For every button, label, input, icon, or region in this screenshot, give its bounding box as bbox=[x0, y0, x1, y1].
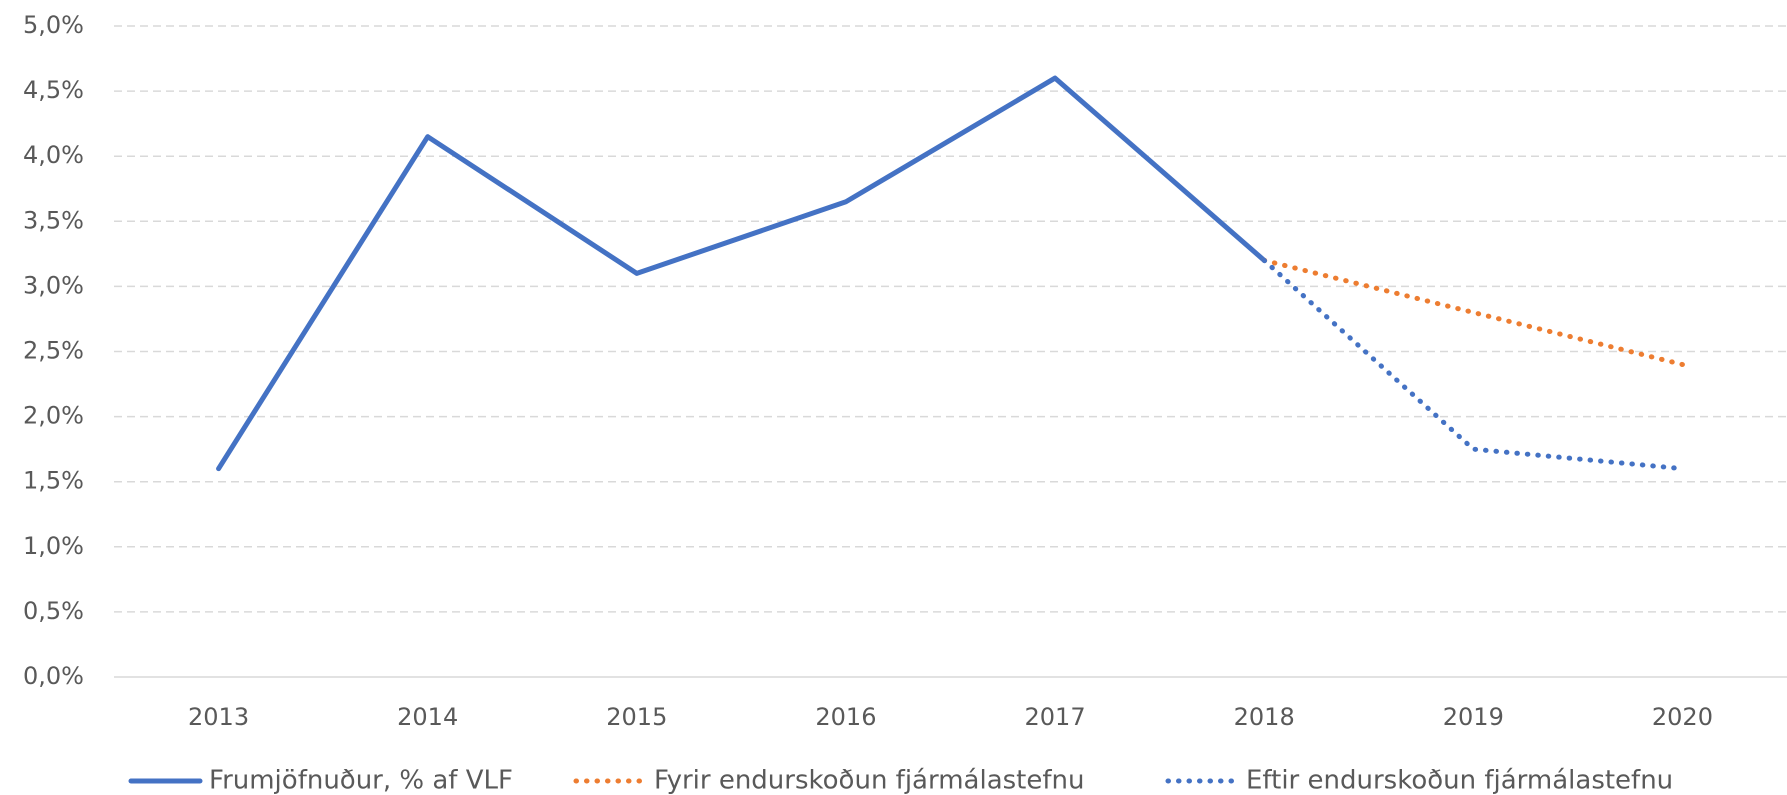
x-tick-label: 2015 bbox=[606, 703, 667, 731]
series-line bbox=[1261, 257, 1685, 472]
y-tick-label: 2,5% bbox=[23, 337, 84, 365]
x-tick-label: 2014 bbox=[397, 703, 458, 731]
y-tick-label: 3,0% bbox=[23, 271, 84, 299]
x-tick-label: 2018 bbox=[1234, 703, 1295, 731]
x-tick-label: 2013 bbox=[188, 703, 249, 731]
x-tick-label: 2017 bbox=[1025, 703, 1086, 731]
legend-label: Fyrir endurskoðun fjármálastefnu bbox=[654, 766, 1085, 795]
y-tick-label: 2,0% bbox=[23, 402, 84, 430]
y-tick-label: 0,5% bbox=[23, 597, 84, 625]
y-tick-label: 4,5% bbox=[23, 76, 84, 104]
y-tick-label: 1,0% bbox=[23, 532, 84, 560]
legend-label: Frumjöfnuður, % af VLF bbox=[209, 766, 513, 795]
legend-label: Eftir endurskoðun fjármálastefnu bbox=[1246, 766, 1673, 795]
x-tick-label: 2019 bbox=[1443, 703, 1504, 731]
y-tick-label: 4,0% bbox=[23, 141, 84, 169]
series-line bbox=[1261, 257, 1685, 368]
y-tick-label: 1,5% bbox=[23, 467, 84, 495]
series-line bbox=[216, 75, 1267, 472]
y-tick-label: 0,0% bbox=[23, 662, 84, 690]
x-tick-label: 2020 bbox=[1652, 703, 1713, 731]
x-tick-label: 2016 bbox=[815, 703, 876, 731]
y-tick-label: 5,0% bbox=[23, 11, 84, 39]
y-tick-label: 3,5% bbox=[23, 206, 84, 234]
